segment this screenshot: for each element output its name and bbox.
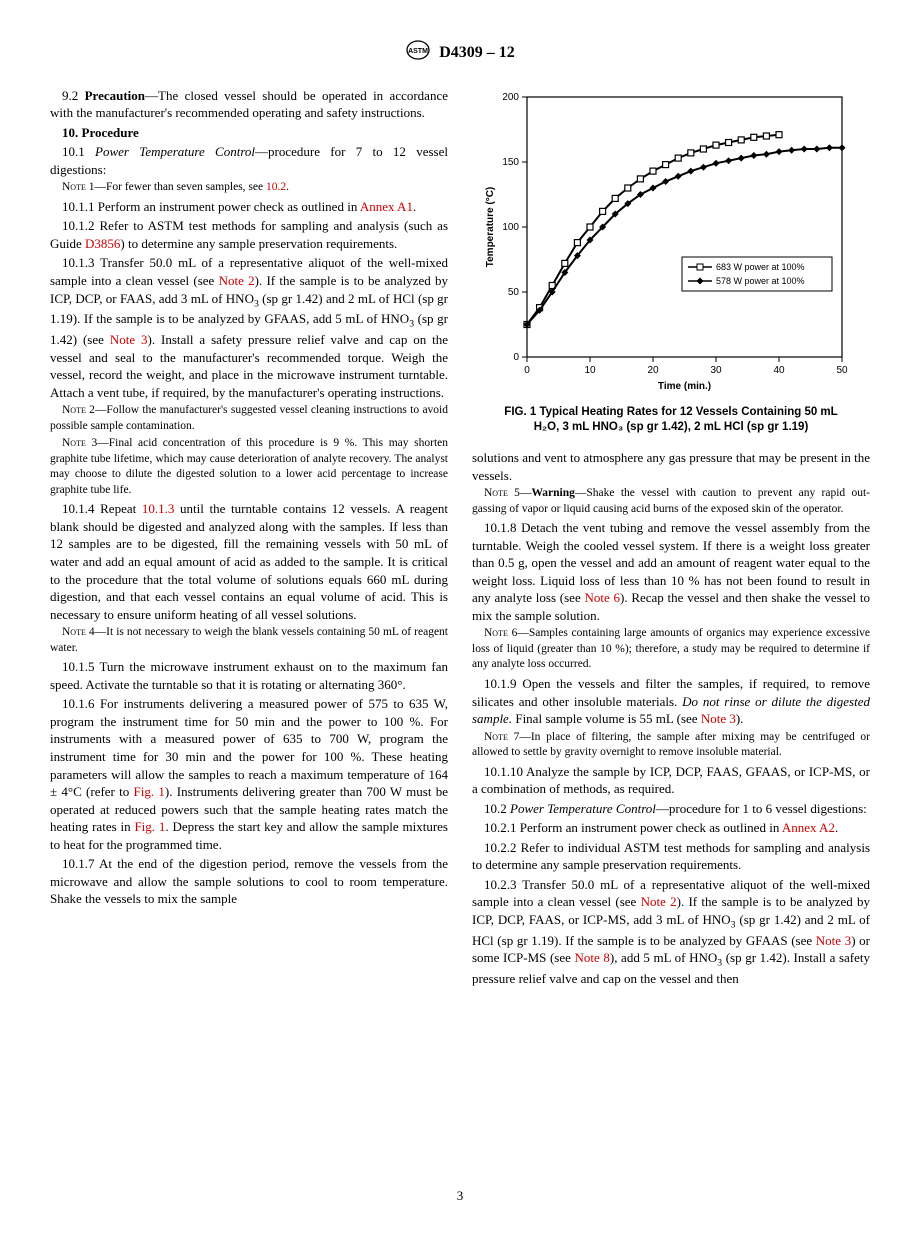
designation: D4309 – 12	[439, 44, 515, 61]
svg-text:30: 30	[710, 365, 722, 376]
svg-text:0: 0	[513, 352, 519, 363]
svg-text:100: 100	[502, 222, 519, 233]
para-10.1.7-cont: solutions and vent to atmosphere any gas…	[472, 449, 870, 484]
para-10.1.4: 10.1.4 Repeat 10.1.3 until the turntable…	[50, 500, 448, 623]
para-10.2.1: 10.2.1 Perform an instrument power check…	[472, 819, 870, 837]
ref-note2-b[interactable]: Note 2	[641, 894, 677, 909]
svg-text:0: 0	[524, 365, 530, 376]
para-10.1: 10.1 Power Temperature Control—procedure…	[50, 143, 448, 178]
ref-note6[interactable]: Note 6	[584, 590, 620, 605]
figure-1-caption: FIG. 1 Typical Heating Rates for 12 Vess…	[472, 405, 870, 435]
para-10.1.6: 10.1.6 For instruments delivering a meas…	[50, 695, 448, 853]
note-1: Note 1—For fewer than seven samples, see…	[50, 180, 448, 196]
note-5: Note 5—Warning—Shake the vessel with cau…	[472, 486, 870, 517]
svg-text:40: 40	[773, 365, 785, 376]
para-9.2: 9.2 Precaution—The closed vessel should …	[50, 87, 448, 122]
svg-text:ASTM: ASTM	[408, 48, 428, 55]
astm-logo-icon: ASTM	[405, 40, 431, 67]
svg-text:683 W power at 100%: 683 W power at 100%	[716, 262, 805, 272]
para-10.2: 10.2 Power Temperature Control—procedure…	[472, 800, 870, 818]
svg-text:50: 50	[508, 287, 520, 298]
note-2: Note 2—Follow the manufacturer's suggest…	[50, 403, 448, 434]
page-number: 3	[50, 1187, 870, 1205]
ref-annex-a1[interactable]: Annex A1	[360, 199, 413, 214]
ref-annex-a2[interactable]: Annex A2	[782, 820, 835, 835]
ref-note3-c[interactable]: Note 3	[816, 933, 851, 948]
svg-text:Temperature (°C): Temperature (°C)	[485, 186, 496, 267]
page-header: ASTM D4309 – 12	[50, 40, 870, 67]
figure-1: 0 10 20 30 40 50 0 50 100 150 200 Time (min.) Temper…	[472, 87, 870, 435]
ref-10.1.3[interactable]: 10.1.3	[142, 501, 175, 516]
ref-note3-b[interactable]: Note 3	[701, 711, 736, 726]
para-10.2.3: 10.2.3 Transfer 50.0 mL of a representat…	[472, 876, 870, 988]
note-4: Note 4—It is not necessary to weigh the …	[50, 625, 448, 656]
para-10.1.3: 10.1.3 Transfer 50.0 mL of a representat…	[50, 254, 448, 401]
ref-note2[interactable]: Note 2	[219, 273, 255, 288]
section-10-heading: 10. Procedure	[50, 124, 448, 142]
ref-note3[interactable]: Note 3	[110, 332, 148, 347]
para-10.1.7: 10.1.7 At the end of the digestion perio…	[50, 855, 448, 908]
svg-text:Time (min.): Time (min.)	[658, 381, 711, 392]
note-7: Note 7—In place of filtering, the sample…	[472, 730, 870, 761]
para-10.1.1: 10.1.1 Perform an instrument power check…	[50, 198, 448, 216]
para-10.1.8: 10.1.8 Detach the vent tubing and remove…	[472, 519, 870, 624]
ref-10.2[interactable]: 10.2	[266, 181, 286, 193]
para-10.1.2: 10.1.2 Refer to ASTM test methods for sa…	[50, 217, 448, 252]
note-6: Note 6—Samples containing large amounts …	[472, 626, 870, 673]
body-columns: 9.2 Precaution—The closed vessel should …	[50, 87, 870, 1167]
svg-text:200: 200	[502, 92, 519, 103]
svg-text:578 W power at 100%: 578 W power at 100%	[716, 276, 805, 286]
para-10.2.2: 10.2.2 Refer to individual ASTM test met…	[472, 839, 870, 874]
ref-fig1-b[interactable]: Fig. 1	[134, 819, 165, 834]
note-3: Note 3—Final acid concentration of this …	[50, 436, 448, 498]
svg-text:10: 10	[584, 365, 596, 376]
svg-text:50: 50	[836, 365, 848, 376]
svg-text:150: 150	[502, 157, 519, 168]
ref-d3856[interactable]: D3856	[85, 236, 120, 251]
svg-text:20: 20	[647, 365, 659, 376]
para-10.1.10: 10.1.10 Analyze the sample by ICP, DCP, …	[472, 763, 870, 798]
ref-fig1-a[interactable]: Fig. 1	[134, 784, 165, 799]
para-10.1.9: 10.1.9 Open the vessels and filter the s…	[472, 675, 870, 728]
ref-note8[interactable]: Note 8	[575, 950, 610, 965]
para-10.1.5: 10.1.5 Turn the microwave instrument exh…	[50, 658, 448, 693]
figure-1-chart: 0 10 20 30 40 50 0 50 100 150 200 Time (min.) Temper…	[472, 87, 852, 397]
